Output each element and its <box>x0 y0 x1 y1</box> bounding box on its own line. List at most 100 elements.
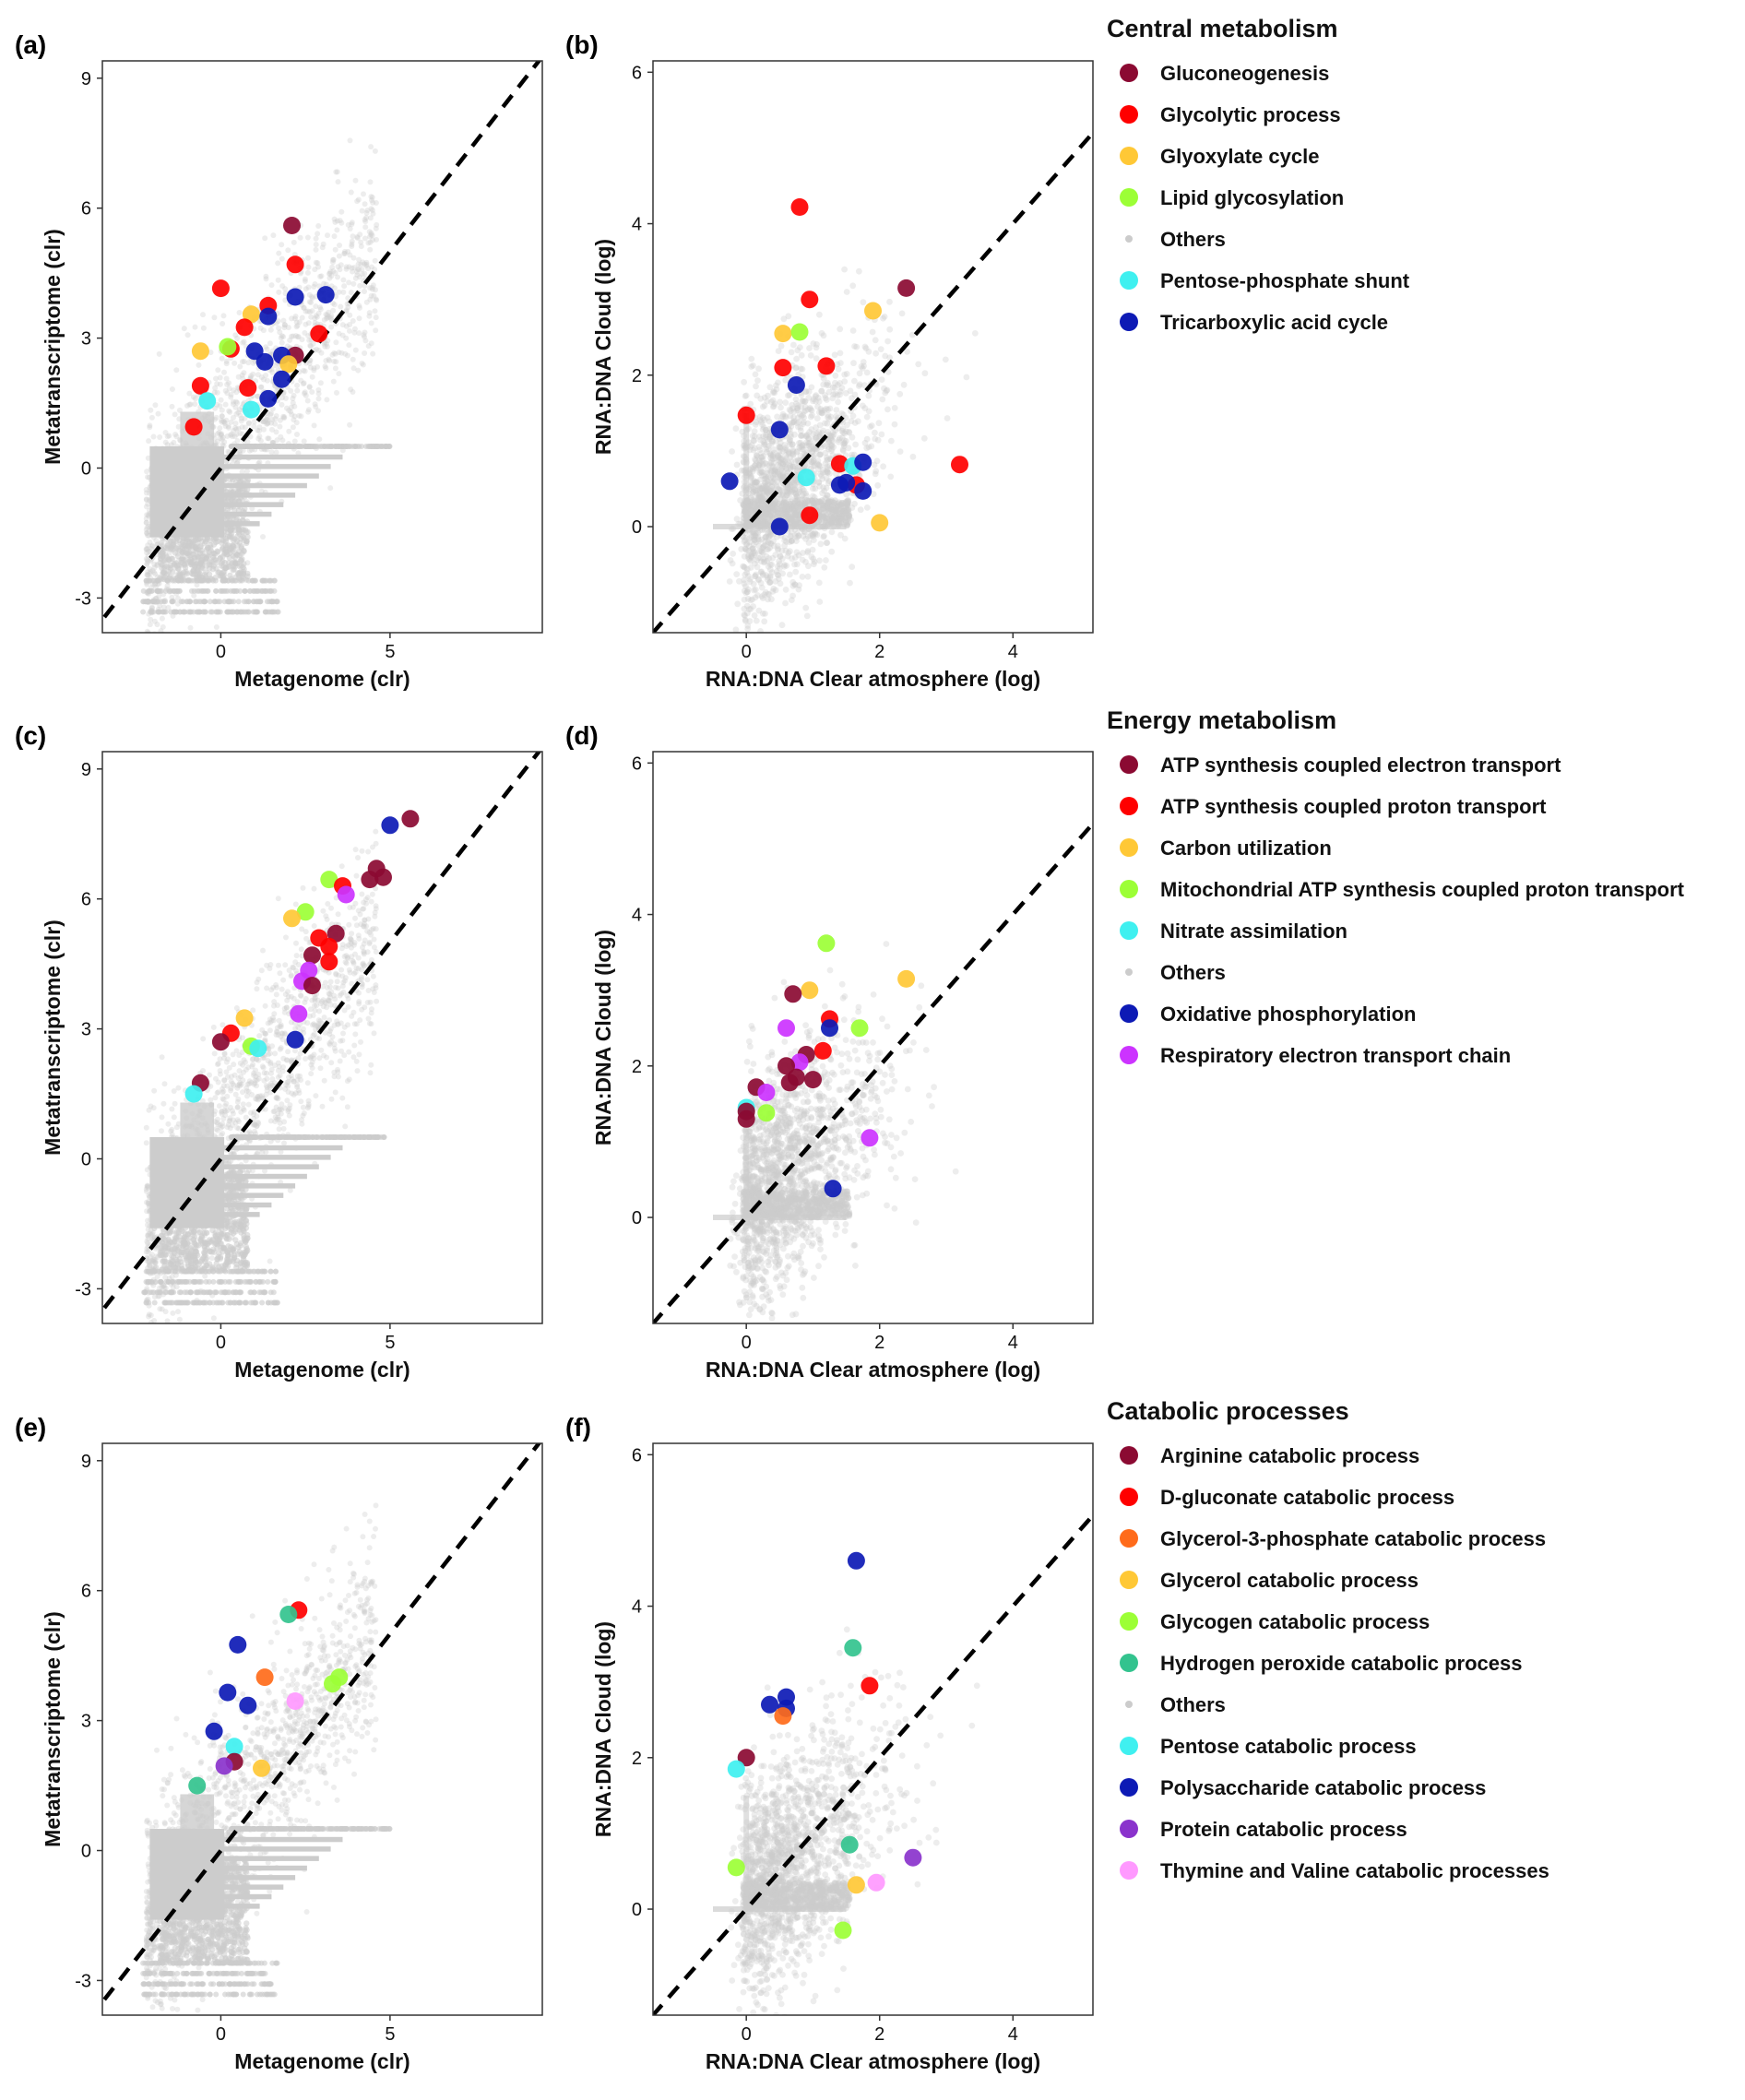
legend-item-label: Hydrogen peroxide catabolic process <box>1160 1652 1522 1675</box>
legend-swatch <box>1120 1446 1138 1465</box>
legend-swatch <box>1120 921 1138 940</box>
x-tick-label: 0 <box>742 642 752 662</box>
data-point <box>211 279 230 298</box>
x-axis-title: RNA:DNA Clear atmosphere (log) <box>706 667 1040 691</box>
data-point <box>184 418 203 436</box>
x-tick-label: 2 <box>874 1333 884 1353</box>
identity-line <box>653 820 1093 1323</box>
data-point <box>273 370 291 388</box>
y-tick-label: 0 <box>632 1208 642 1228</box>
y-tick-label: 9 <box>81 1452 91 1472</box>
y-tick-label: 2 <box>632 366 642 386</box>
x-tick-label: 5 <box>385 642 395 662</box>
legend-item-label: Carbon utilization <box>1160 836 1332 860</box>
data-point <box>279 355 298 374</box>
plot-area-f <box>653 1512 1093 2015</box>
y-tick-label: -3 <box>75 1971 91 1991</box>
data-point <box>242 305 260 324</box>
data-point <box>198 392 217 410</box>
data-point <box>320 937 338 955</box>
y-tick-label: 9 <box>81 760 91 780</box>
legend-item-label: Oxidative phosphorylation <box>1160 1003 1416 1026</box>
data-point <box>215 1757 233 1775</box>
data-point <box>235 318 254 337</box>
x-tick-label: 2 <box>874 2024 884 2045</box>
plot-frame <box>101 1442 543 2016</box>
plot-area-d <box>653 820 1093 1323</box>
data-point <box>286 1030 304 1049</box>
y-tick-label: 6 <box>81 1582 91 1602</box>
plot-area-c <box>102 752 542 1323</box>
data-point <box>310 325 328 343</box>
data-point <box>737 1749 755 1767</box>
x-tick-label: 4 <box>1008 1333 1018 1353</box>
panel-label: (e) <box>15 1413 46 1442</box>
data-point <box>854 453 872 471</box>
x-tick-label: 0 <box>216 2024 226 2045</box>
legend-swatch <box>1120 64 1138 82</box>
data-point <box>784 985 802 1003</box>
data-point <box>830 455 849 473</box>
identity-line <box>102 1443 542 2006</box>
data-point <box>804 1071 822 1089</box>
data-point <box>850 1019 869 1038</box>
legend-swatch <box>1120 1571 1138 1589</box>
data-point <box>191 376 209 395</box>
y-tick-label: 0 <box>81 1842 91 1862</box>
panel-c: 0 5 -3 0 3 6 9 Metagenome (clr) Metatranscriptom… <box>15 721 543 1382</box>
legend-item-label: Mitochondrial ATP synthesis coupled prot… <box>1160 878 1685 901</box>
y-axis-title: Metatranscriptome (clr) <box>41 919 65 1156</box>
y-tick-label: -3 <box>75 1279 91 1299</box>
x-tick-label: 0 <box>742 2024 752 2045</box>
data-point <box>761 1695 778 1714</box>
data-point <box>303 946 321 965</box>
data-point <box>801 291 819 309</box>
legend-swatch <box>1125 1701 1133 1708</box>
legend-swatch <box>1120 1488 1138 1506</box>
legend-swatch <box>1120 1861 1138 1880</box>
legend-item-label: Glycolytic process <box>1160 103 1341 126</box>
y-tick-label: 3 <box>81 1712 91 1732</box>
legend-swatch <box>1120 1778 1138 1797</box>
y-tick-label: 0 <box>81 1150 91 1170</box>
data-point <box>283 217 301 234</box>
data-point <box>840 1835 859 1854</box>
data-point <box>219 338 237 356</box>
data-point <box>249 1039 267 1058</box>
data-point <box>801 506 819 525</box>
y-tick-label: 2 <box>632 1749 642 1769</box>
data-point <box>211 1033 230 1051</box>
data-point <box>290 1004 308 1023</box>
data-point <box>824 1180 842 1198</box>
legend-swatch <box>1120 1046 1138 1064</box>
data-point <box>253 1759 270 1777</box>
data-point <box>844 1639 862 1657</box>
legend-item-label: D-gluconate catabolic process <box>1160 1486 1454 1509</box>
data-point <box>864 302 882 320</box>
data-point <box>871 514 889 532</box>
x-axis-title: Metagenome (clr) <box>234 2049 410 2073</box>
data-point <box>259 389 278 408</box>
data-point <box>770 517 789 536</box>
identity-line <box>653 129 1093 633</box>
data-point <box>821 1019 838 1038</box>
plot-frame <box>652 1442 1094 2016</box>
data-point <box>401 810 420 828</box>
legend-swatch <box>1120 188 1138 207</box>
plot-frame <box>652 60 1094 634</box>
legend-item-label: Arginine catabolic process <box>1160 1444 1419 1467</box>
data-point <box>286 1692 304 1710</box>
legend-item-label: Gluconeogenesis <box>1160 62 1329 85</box>
data-point <box>255 1668 274 1687</box>
panel-b: 0 2 4 0 2 4 6 RNA:DNA Clear atmosphere (log) RNA… <box>565 30 1094 691</box>
data-point <box>737 406 755 424</box>
data-point <box>296 903 315 921</box>
plot-frame <box>652 751 1094 1324</box>
data-point <box>286 255 304 274</box>
legend-item-label: Others <box>1160 228 1226 251</box>
x-tick-label: 4 <box>1008 2024 1018 2045</box>
legend-item-label: Nitrate assimilation <box>1160 919 1347 943</box>
data-point <box>239 379 257 397</box>
data-point <box>326 924 345 943</box>
data-point <box>774 359 792 377</box>
